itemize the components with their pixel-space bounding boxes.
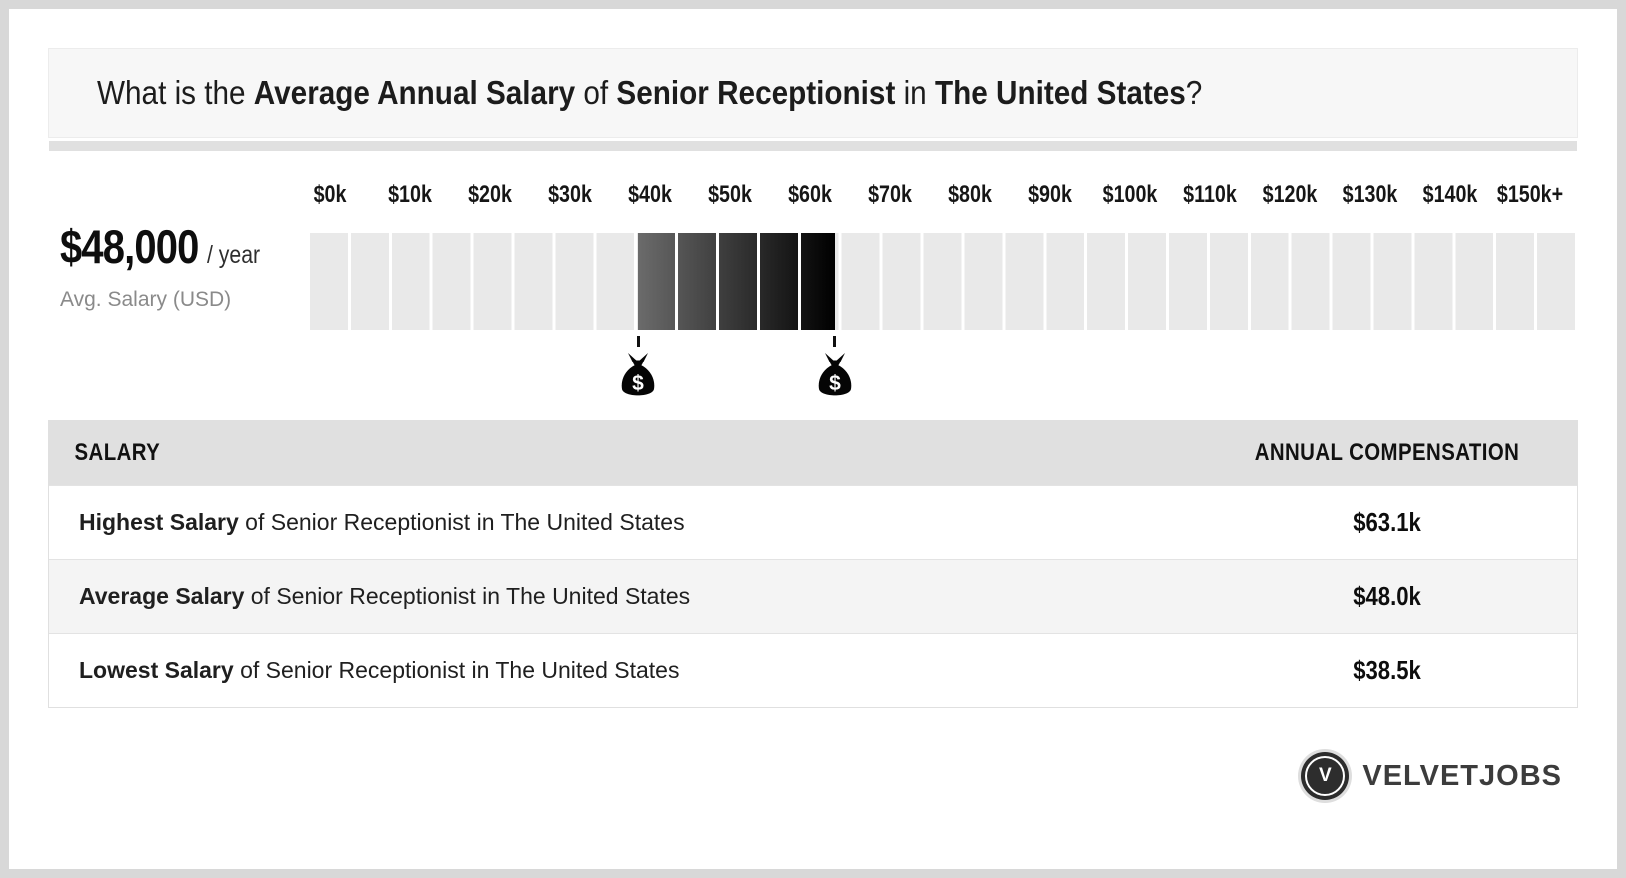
axis-tick: $110k xyxy=(1183,181,1237,208)
axis-tick: $0k xyxy=(313,181,347,208)
infographic-card: What is the Average Annual Salary of Sen… xyxy=(9,9,1617,869)
per-year-suffix: / year xyxy=(206,241,261,269)
salary-table: SALARY ANNUAL COMPENSATION Highest Salar… xyxy=(48,420,1578,708)
axis-tick: $150k+ xyxy=(1496,181,1564,208)
average-salary-amount: $48,000 xyxy=(60,220,199,273)
axis-tick: $120k xyxy=(1262,181,1318,208)
brand-logo: V VELVETJOBS xyxy=(1301,752,1562,800)
brand-name: VELVETJOBS xyxy=(1362,759,1562,792)
cell-gaps-overlay xyxy=(310,233,1578,330)
axis-tick: $70k xyxy=(868,181,912,208)
row-label: Highest Salary of Senior Receptionist in… xyxy=(79,509,685,535)
high-range-dash xyxy=(833,336,837,347)
salary-scale-strip: $ $ xyxy=(310,233,1578,396)
col-header-salary: SALARY xyxy=(74,439,161,466)
table-row-lowest: Lowest Salary of Senior Receptionist in … xyxy=(49,633,1577,707)
axis-labels: $0k $10k $20k $30k $40k $50k $60k $70k $80k $90k $… xyxy=(310,181,1578,213)
axis-tick: $20k xyxy=(468,181,512,208)
axis-tick: $100k xyxy=(1102,181,1158,208)
money-bag-icon: $ xyxy=(818,353,852,396)
row-value: $63.1k xyxy=(1353,507,1421,537)
question-header: What is the Average Annual Salary of Sen… xyxy=(48,48,1578,151)
col-header-annual-compensation: ANNUAL COMPENSATION xyxy=(1254,439,1520,466)
axis-tick: $50k xyxy=(708,181,752,208)
table-header-row: SALARY ANNUAL COMPENSATION xyxy=(49,421,1577,485)
marker-high: $ xyxy=(813,336,857,400)
svg-text:$: $ xyxy=(829,372,841,395)
velvetjobs-logo-icon: V xyxy=(1301,752,1350,800)
axis-tick: $10k xyxy=(388,181,432,208)
row-label: Average Salary of Senior Receptionist in… xyxy=(79,583,691,609)
low-range-dash xyxy=(636,336,640,347)
axis-tick: $80k xyxy=(948,181,992,208)
table-row-average: Average Salary of Senior Receptionist in… xyxy=(49,559,1577,633)
axis-tick: $30k xyxy=(548,181,592,208)
axis-tick: $130k xyxy=(1342,181,1398,208)
axis-tick: $140k xyxy=(1422,181,1478,208)
table-row-highest: Highest Salary of Senior Receptionist in… xyxy=(49,485,1577,559)
row-label: Lowest Salary of Senior Receptionist in … xyxy=(79,657,680,683)
marker-low: $ xyxy=(616,336,660,400)
money-bag-icon: $ xyxy=(621,353,655,396)
average-salary-stat: $48,000 / year Avg. Salary (USD) xyxy=(60,219,320,312)
average-salary-caption: Avg. Salary (USD) xyxy=(60,288,232,311)
page-title: What is the Average Annual Salary of Sen… xyxy=(97,74,1203,111)
axis-tick: $40k xyxy=(628,181,672,208)
svg-text:$: $ xyxy=(632,372,644,395)
axis-tick: $90k xyxy=(1028,181,1072,208)
axis-tick: $60k xyxy=(788,181,832,208)
row-value: $48.0k xyxy=(1353,581,1421,611)
row-value: $38.5k xyxy=(1353,655,1421,685)
